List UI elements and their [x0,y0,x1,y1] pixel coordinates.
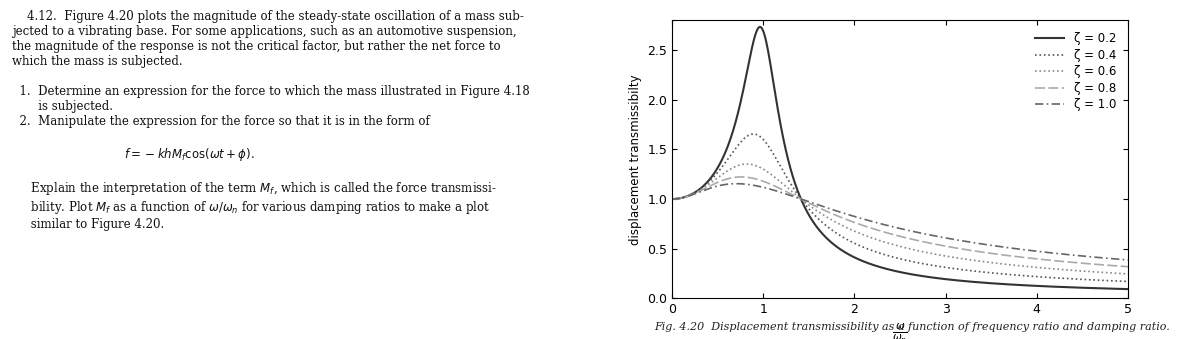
Line: ζ = 0.6: ζ = 0.6 [672,164,1128,274]
ζ = 0.4 [748,132,762,136]
ζ = 0.8 [748,177,762,181]
ζ = 0.4 [938,265,953,270]
ζ = 0.2 [839,251,853,255]
ζ = 0.4 [665,197,679,201]
ζ = 0.4 [1039,275,1054,279]
Line: ζ = 0.8: ζ = 0.8 [672,177,1128,267]
Line: ζ = 0.2: ζ = 0.2 [672,27,1128,289]
ζ = 0.6 [665,197,679,201]
ζ = 1.0 [938,236,953,240]
Line: ζ = 0.4: ζ = 0.4 [672,134,1128,281]
ζ = 0.4 [839,237,853,241]
ζ = 0.6 [938,254,953,258]
X-axis label: $\frac{\omega}{\omega_n}$: $\frac{\omega}{\omega_n}$ [892,322,908,339]
ζ = 0.2 [1039,284,1054,288]
ζ = 0.2 [1006,283,1020,287]
Y-axis label: displacement transmissibilty: displacement transmissibilty [629,74,642,245]
ζ = 0.8 [1039,258,1054,262]
ζ = 0.2 [961,279,976,283]
ζ = 1.0 [748,183,762,187]
ζ = 0.6 [839,225,853,230]
ζ = 1.0 [1121,258,1135,262]
ζ = 0.6 [1039,266,1054,270]
ζ = 0.4 [1121,279,1135,283]
ζ = 0.8 [665,197,679,201]
Line: ζ = 1.0: ζ = 1.0 [672,184,1128,260]
ζ = 0.2 [1121,287,1135,291]
ζ = 0.6 [739,162,754,166]
Text: 4.12.  Figure 4.20 plots the magnitude of the steady-state oscillation of a mass: 4.12. Figure 4.20 plots the magnitude of… [12,10,529,232]
ζ = 1.0 [665,197,679,201]
ζ = 0.6 [1121,272,1135,276]
ζ = 0.2 [665,197,679,201]
ζ = 0.8 [961,248,976,252]
ζ = 1.0 [1039,251,1054,255]
ζ = 0.8 [1121,265,1135,269]
ζ = 1.0 [730,182,744,186]
ζ = 0.6 [1006,263,1020,267]
ζ = 0.8 [938,244,953,248]
Text: Fig. 4.20  Displacement transmissibility as a function of frequency ratio and da: Fig. 4.20 Displacement transmissibility … [654,322,1170,332]
ζ = 0.2 [748,34,762,38]
ζ = 1.0 [839,212,853,216]
ζ = 0.6 [961,258,976,262]
ζ = 0.2 [752,25,767,29]
ζ = 0.4 [1006,273,1020,277]
ζ = 0.8 [839,217,853,221]
ζ = 0.6 [748,163,762,167]
ζ = 1.0 [961,240,976,244]
ζ = 0.8 [1006,254,1020,258]
ζ = 0.8 [734,175,749,179]
ζ = 0.4 [746,132,761,136]
Legend: ζ = 0.2, ζ = 0.4, ζ = 0.6, ζ = 0.8, ζ = 1.0: ζ = 0.2, ζ = 0.4, ζ = 0.6, ζ = 0.8, ζ = … [1028,26,1122,117]
ζ = 1.0 [1006,246,1020,250]
ζ = 0.4 [961,268,976,273]
ζ = 0.2 [938,277,953,281]
